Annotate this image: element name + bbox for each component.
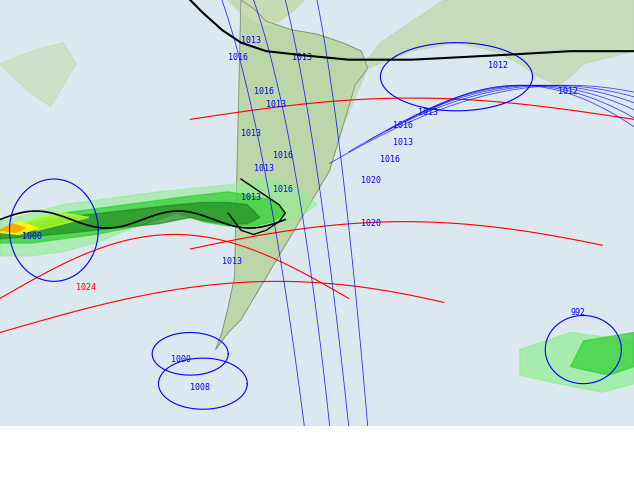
Text: 1016: 1016 [273, 185, 293, 194]
Polygon shape [228, 0, 304, 25]
Text: 1016: 1016 [254, 87, 274, 96]
Polygon shape [0, 224, 25, 232]
Text: 1013: 1013 [241, 36, 261, 45]
Text: 1013: 1013 [393, 138, 413, 147]
Text: ©weatheronline.co.uk: ©weatheronline.co.uk [493, 477, 628, 487]
Text: 100: 100 [76, 474, 98, 487]
Polygon shape [0, 192, 285, 243]
Text: 1000: 1000 [22, 232, 42, 241]
Text: 1013: 1013 [254, 164, 274, 172]
Text: 1012: 1012 [558, 87, 578, 96]
Text: 60: 60 [6, 474, 22, 487]
Polygon shape [0, 202, 260, 239]
Text: 1000: 1000 [171, 355, 191, 365]
Text: 1012: 1012 [488, 61, 508, 70]
Polygon shape [0, 221, 38, 234]
Text: 120: 120 [111, 474, 133, 487]
Text: 1024: 1024 [76, 283, 96, 292]
Text: 1008: 1008 [190, 383, 210, 392]
Polygon shape [0, 179, 317, 256]
Text: 1016: 1016 [228, 53, 249, 62]
Text: 1013: 1013 [266, 99, 287, 109]
Text: 1013: 1013 [241, 129, 261, 138]
Text: Jet stream/SLP [kts] ECMWF: Jet stream/SLP [kts] ECMWF [6, 444, 224, 458]
Polygon shape [13, 213, 89, 230]
Polygon shape [342, 0, 634, 128]
Text: 1013: 1013 [241, 194, 261, 202]
Polygon shape [216, 0, 368, 349]
Text: 180: 180 [216, 474, 238, 487]
Text: 1016: 1016 [273, 151, 293, 160]
Text: 160: 160 [181, 474, 203, 487]
Text: 1020: 1020 [361, 176, 382, 185]
Polygon shape [0, 43, 76, 107]
Text: 140: 140 [146, 474, 168, 487]
Text: Fr 31-05-2024 18:00 UTC (06+60): Fr 31-05-2024 18:00 UTC (06+60) [368, 444, 628, 458]
Text: 1013: 1013 [292, 53, 312, 62]
Text: 1016: 1016 [393, 121, 413, 130]
Polygon shape [520, 333, 634, 392]
Text: 1020: 1020 [361, 219, 382, 228]
Text: 80: 80 [41, 474, 56, 487]
Polygon shape [571, 333, 634, 375]
Text: 992: 992 [571, 309, 586, 318]
Text: 1013: 1013 [222, 257, 242, 266]
Text: 1016: 1016 [380, 155, 401, 164]
Text: 1013: 1013 [418, 108, 439, 117]
